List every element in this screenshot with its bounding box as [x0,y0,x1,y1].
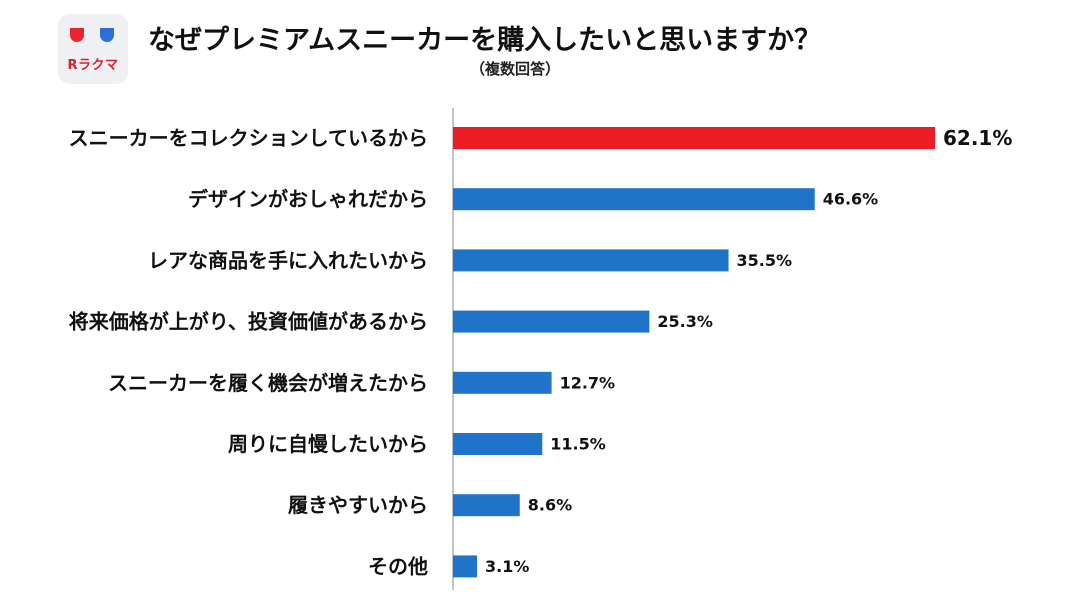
value-label: 35.5% [737,251,793,270]
rakuma-logo: Rラクマ [58,14,128,84]
value-label: 12.7% [560,373,616,392]
bar [453,310,650,333]
category-label: レアな商品を手に入れたいから [148,248,428,272]
bar [453,555,478,578]
category-label: スニーカーを履く機会が増えたから [108,371,428,395]
chart-title: なぜプレミアムスニーカーを購入したいと思いますか？ [148,25,822,56]
value-label: 11.5% [550,435,606,454]
category-label: 周りに自慢したいから [228,432,428,456]
category-label: 将来価格が上がり、投資価値があるから [69,310,428,334]
bar [453,494,520,517]
category-label: デザインがおしゃれだから [188,187,428,211]
value-label: 46.6% [823,190,879,209]
category-label: スニーカーをコレクションしているから [69,126,428,150]
bar [453,433,543,455]
category-label: その他 [368,554,428,578]
logo-text: Rラクマ [67,58,119,73]
value-label: 3.1% [485,557,529,576]
bar [453,249,729,272]
blue-cup-icon [100,28,114,42]
value-label: 62.1% [943,126,1012,150]
category-label: 履きやすいから [288,493,428,517]
chart-subtitle: （複数回答） [470,60,561,78]
bar [453,188,815,211]
value-label: 8.6% [528,496,572,515]
bar [453,127,935,149]
bar [453,371,552,394]
red-cup-icon [70,28,84,42]
value-label: 25.3% [657,312,713,331]
